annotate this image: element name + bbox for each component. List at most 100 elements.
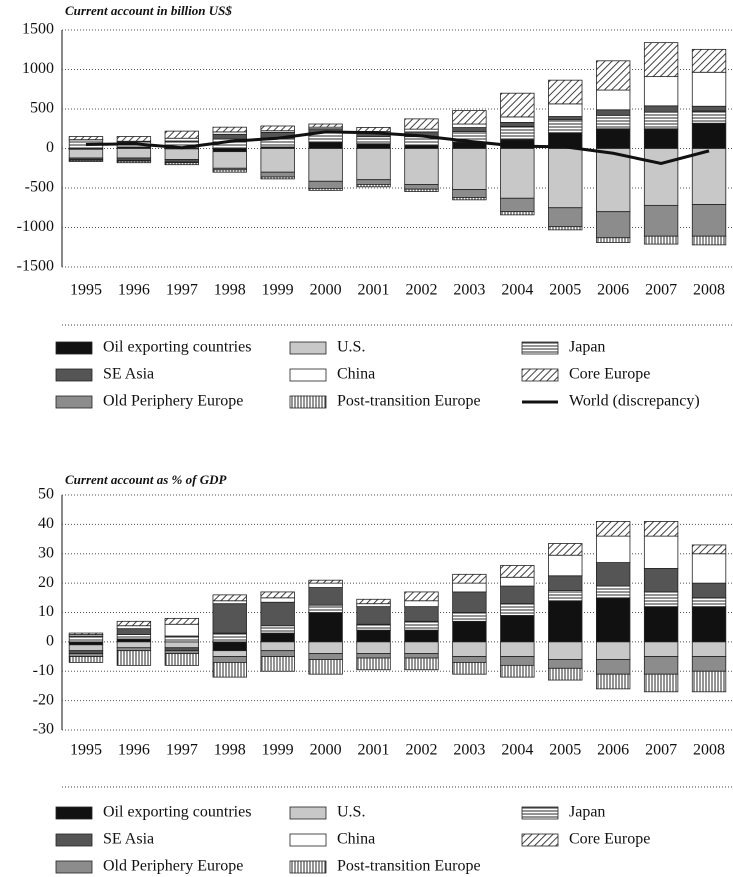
x-tick-label: 2002	[405, 742, 437, 759]
x-tick-label: 2008	[693, 742, 725, 759]
x-tick-label: 2007	[645, 742, 677, 759]
legend-swatch	[521, 341, 559, 355]
bar-segment	[68, 653, 104, 657]
bar-segment	[68, 136, 104, 141]
y-tick-label: 40	[38, 515, 54, 532]
bar-segment	[452, 197, 487, 201]
bar-segment	[68, 632, 104, 635]
bar-segment	[404, 629, 439, 643]
bar-segment	[260, 597, 295, 603]
bar-segment	[164, 635, 199, 643]
bar-segment	[500, 615, 535, 643]
bar-segment	[596, 237, 631, 243]
x-tick-label: 2001	[358, 742, 390, 759]
y-tick-label: -500	[25, 179, 54, 196]
bar-segment	[452, 620, 487, 643]
bar-segment	[308, 141, 343, 149]
bar-segment	[500, 576, 535, 587]
bar-segment	[356, 641, 391, 655]
legend-label: Japan	[569, 339, 605, 356]
y-tick-label: -10	[33, 662, 54, 679]
bar-segment	[500, 116, 535, 123]
bar-segment	[116, 634, 152, 640]
x-tick-label: 2007	[645, 282, 677, 299]
legend-swatch	[521, 368, 559, 382]
bar-segment	[691, 597, 727, 608]
bar-segment	[643, 568, 679, 593]
bar-segment	[356, 127, 391, 132]
x-tick-label: 2008	[693, 282, 725, 299]
bar-segment	[596, 521, 631, 537]
bar-segment	[452, 656, 487, 663]
x-tick-label: 1999	[262, 282, 294, 299]
bar-segment	[643, 42, 679, 78]
bar-segment	[260, 591, 295, 599]
legend-label: U.S.	[337, 339, 365, 356]
bar-segment	[212, 148, 247, 153]
chart-title: Current account as % of GDP	[65, 472, 227, 487]
bar-segment	[404, 184, 439, 190]
bar-segment	[691, 641, 727, 657]
bar-segment	[356, 623, 391, 631]
legend-label: Oil exporting countries	[103, 339, 251, 356]
legend-label: China	[337, 831, 375, 848]
bar-segment	[500, 656, 535, 666]
bar-segment	[308, 641, 343, 655]
x-tick-label: 2003	[453, 742, 485, 759]
x-tick-label: 1997	[166, 282, 198, 299]
bar-segment	[452, 123, 487, 128]
bar-segment	[308, 582, 343, 588]
bar-segment	[212, 632, 247, 643]
bar-segment	[212, 650, 247, 657]
y-tick-label: 500	[30, 100, 54, 117]
bar-segment	[356, 629, 391, 643]
bar-segment	[452, 591, 487, 613]
bar-segment	[68, 159, 104, 162]
bar-segment	[212, 656, 247, 663]
bar-segment	[404, 606, 439, 622]
bar-segment	[404, 148, 439, 185]
bar-segment	[404, 657, 439, 671]
bar-segment	[260, 171, 295, 178]
bar-segment	[164, 137, 199, 142]
bar-segment	[68, 650, 104, 655]
bar-segment	[548, 207, 583, 228]
legend-label: U.S.	[337, 804, 365, 821]
bar-segment	[164, 130, 199, 139]
bar-segment	[68, 635, 104, 643]
bar-segment	[691, 235, 727, 246]
bar-segment	[308, 612, 343, 643]
bar-segment	[260, 656, 295, 672]
x-tick-label: 1996	[118, 282, 150, 299]
bar-segment	[596, 148, 631, 213]
bar-segment	[500, 603, 535, 616]
bar-segment	[452, 189, 487, 198]
bar-segment	[643, 204, 679, 237]
bar-segment	[500, 197, 535, 213]
x-tick-label: 2004	[501, 742, 533, 759]
bar-segment	[68, 641, 104, 646]
bar-segment	[452, 641, 487, 657]
x-tick-label: 1998	[214, 282, 246, 299]
x-tick-label: 1995	[70, 282, 102, 299]
x-tick-label: 1996	[118, 742, 150, 759]
bar-segment	[643, 235, 679, 245]
bar-segment	[643, 673, 679, 693]
x-tick-label: 2003	[453, 282, 485, 299]
bar-segment	[260, 625, 295, 634]
bar-segment	[691, 122, 727, 149]
bar-segment	[260, 601, 295, 627]
x-tick-label: 2000	[310, 742, 342, 759]
bar-segment	[691, 48, 727, 73]
legend-label: Old Periphery Europe	[103, 858, 243, 875]
bar-segment	[164, 647, 199, 652]
bar-segment	[356, 143, 391, 149]
bar-segment	[643, 148, 679, 206]
bar-segment	[548, 119, 583, 134]
bar-segment	[452, 582, 487, 593]
bar-segment	[643, 591, 679, 608]
legend-label: Post-transition Europe	[337, 393, 481, 410]
bar-segment	[356, 598, 391, 605]
bar-segment	[308, 653, 343, 660]
